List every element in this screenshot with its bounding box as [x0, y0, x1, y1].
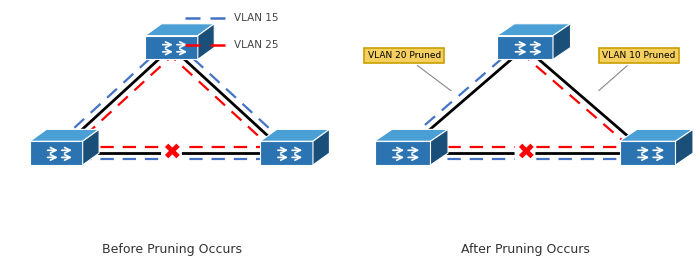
- Polygon shape: [374, 129, 448, 141]
- Polygon shape: [145, 36, 198, 59]
- Text: VLAN 25: VLAN 25: [234, 40, 279, 50]
- Text: ✖: ✖: [516, 143, 534, 163]
- Polygon shape: [430, 129, 448, 165]
- Polygon shape: [145, 24, 214, 36]
- Text: VLAN 10 Pruned: VLAN 10 Pruned: [598, 51, 676, 91]
- Polygon shape: [30, 141, 83, 165]
- Text: ✖: ✖: [162, 143, 181, 163]
- Polygon shape: [260, 141, 313, 165]
- Polygon shape: [313, 129, 330, 165]
- Polygon shape: [620, 129, 693, 141]
- Polygon shape: [676, 129, 693, 165]
- Polygon shape: [497, 36, 553, 59]
- Polygon shape: [497, 24, 570, 36]
- Polygon shape: [620, 141, 676, 165]
- Text: VLAN 15: VLAN 15: [234, 13, 279, 23]
- Polygon shape: [260, 129, 330, 141]
- Text: After Pruning Occurs: After Pruning Occurs: [461, 243, 589, 256]
- Polygon shape: [198, 24, 214, 59]
- Polygon shape: [83, 129, 99, 165]
- Polygon shape: [374, 141, 430, 165]
- Polygon shape: [30, 129, 99, 141]
- Polygon shape: [553, 24, 570, 59]
- Text: Before Pruning Occurs: Before Pruning Occurs: [102, 243, 242, 256]
- Text: VLAN 20 Pruned: VLAN 20 Pruned: [368, 51, 451, 91]
